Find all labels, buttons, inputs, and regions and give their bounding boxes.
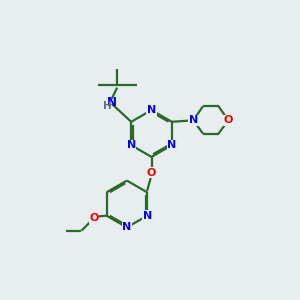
Text: N: N <box>189 115 198 125</box>
Text: N: N <box>107 96 117 109</box>
Text: O: O <box>224 115 233 125</box>
Text: O: O <box>89 213 99 223</box>
Text: N: N <box>167 140 176 150</box>
Text: H: H <box>103 101 111 111</box>
Text: N: N <box>147 105 156 115</box>
Text: N: N <box>142 211 152 221</box>
Text: O: O <box>147 167 156 178</box>
Text: N: N <box>127 140 136 150</box>
Text: N: N <box>122 222 131 233</box>
